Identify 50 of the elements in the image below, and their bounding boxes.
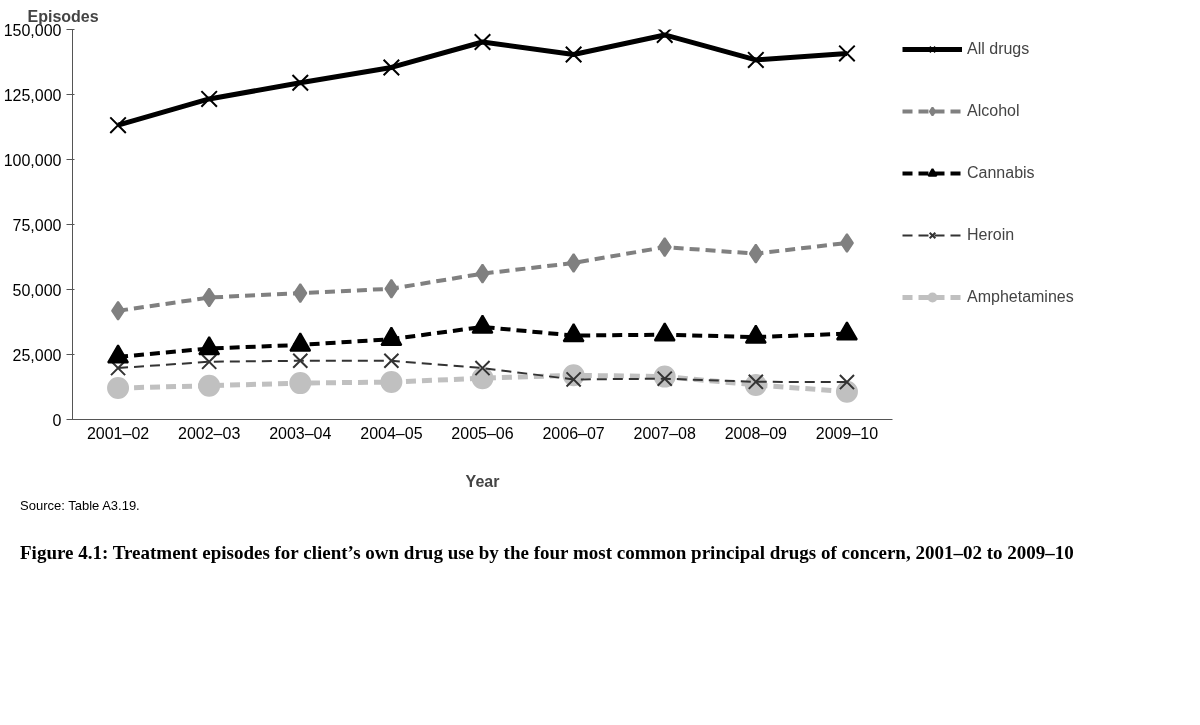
legend-label: Alcohol	[967, 101, 1020, 121]
point	[382, 58, 401, 77]
point	[109, 116, 127, 134]
x-axis-title: Year	[465, 472, 500, 490]
y-tick-label: 0	[52, 411, 62, 429]
legend-label: All drugs	[967, 39, 1030, 59]
x-tick-label: 2003–04	[269, 424, 332, 442]
point	[839, 232, 854, 253]
point	[747, 51, 765, 69]
y-tick-label: 50,000	[12, 281, 62, 299]
point	[202, 287, 217, 308]
point	[838, 44, 856, 63]
point	[566, 252, 581, 273]
point	[838, 373, 856, 391]
point	[564, 45, 583, 64]
point	[107, 377, 130, 400]
x-tick-label: 2001–02	[86, 424, 150, 442]
point	[289, 372, 312, 395]
point	[657, 237, 672, 258]
legend-label: Cannabis	[967, 163, 1035, 183]
point	[384, 278, 399, 299]
x-tick-label: 2005–06	[451, 424, 514, 442]
source-note: Source: Table A3.19.	[20, 497, 140, 515]
y-tick-label: 100,000	[3, 151, 62, 169]
x-tick-label: 2007–08	[633, 424, 696, 442]
legend-label: Heroin	[967, 225, 1015, 245]
point	[475, 263, 490, 284]
point	[380, 371, 403, 394]
point	[291, 74, 310, 92]
x-tick-label: 2008–09	[724, 424, 788, 442]
point	[201, 353, 218, 370]
y-tick-label: 75,000	[12, 216, 62, 234]
x-tick-label: 2006–07	[542, 424, 605, 442]
point	[292, 352, 309, 369]
point	[111, 300, 126, 321]
point	[198, 374, 221, 397]
x-tick-label: 2009–10	[815, 424, 879, 442]
y-tick-label: 125,000	[3, 86, 62, 104]
point	[383, 352, 400, 369]
y-tick-label: 25,000	[12, 346, 62, 364]
point	[748, 243, 763, 264]
legend-label: Amphetamines	[967, 287, 1074, 307]
text: Figure 4.1: Treatment episodes for client’s own drug use by the four most common principal drugs of concern, 2001–02 to 2009–10	[20, 540, 1074, 565]
point	[473, 33, 492, 51]
point	[200, 90, 218, 108]
x-tick-label: 2002–03	[178, 424, 241, 442]
point	[655, 29, 674, 44]
x-tick-label: 2004–05	[360, 424, 423, 442]
point	[474, 359, 491, 377]
point	[293, 283, 308, 304]
